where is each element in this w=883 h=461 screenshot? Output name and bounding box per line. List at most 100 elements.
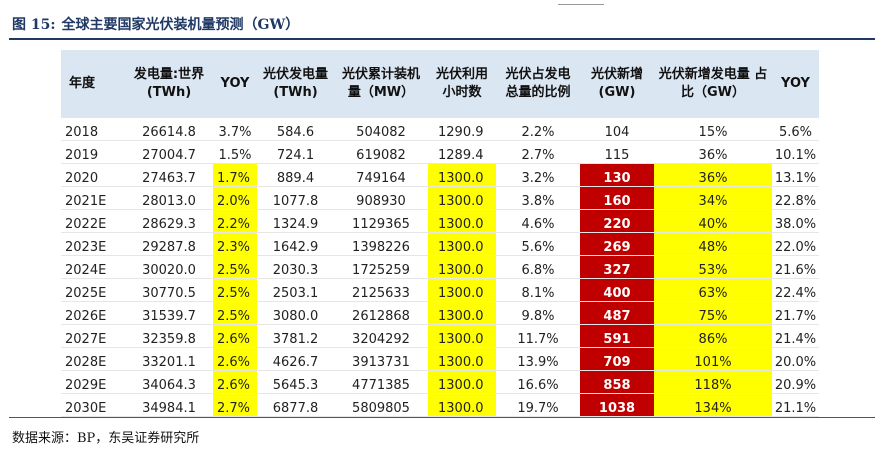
table-cell: 2.0% xyxy=(213,186,257,210)
table-cell: 22.4% xyxy=(772,278,819,302)
column-header: 光伏利用 小时数 xyxy=(428,50,496,118)
table-cell: 21.7% xyxy=(772,301,819,325)
table-cell: 5.6% xyxy=(772,118,819,141)
table-cell: 4.6% xyxy=(496,209,580,233)
table-cell: 3204292 xyxy=(334,324,428,348)
table-cell: 22.8% xyxy=(772,186,819,210)
table-cell: 2027E xyxy=(61,324,125,348)
forecast-table-container: 年度 发电量:世界 (TWh) YOY 光伏发电量 (TWh) 光伏累计装机 量（MW）… xyxy=(61,50,819,417)
table-cell: 27463.7 xyxy=(125,163,213,187)
table-cell: 1300.0 xyxy=(428,186,496,210)
column-header: 光伏新增 (GW) xyxy=(580,50,654,118)
table-cell: 2.5% xyxy=(213,278,257,302)
table-row: 2028E 33201.1 2.6% 4626.7 3913731 1300.0 13.9%… xyxy=(61,347,819,371)
table-cell: 724.1 xyxy=(257,140,334,164)
table-cell: 1300.0 xyxy=(428,393,496,417)
table-cell: 8.1% xyxy=(496,278,580,302)
table-cell: 269 xyxy=(580,232,654,256)
table-cell: 6877.8 xyxy=(257,393,334,417)
table-cell: 118% xyxy=(654,370,772,394)
title-rule xyxy=(9,38,875,40)
table-cell: 2029E xyxy=(61,370,125,394)
table-cell: 13.9% xyxy=(496,347,580,371)
table-cell: 28629.3 xyxy=(125,209,213,233)
table-cell: 21.4% xyxy=(772,324,819,348)
table-cell: 15% xyxy=(654,118,772,141)
table-cell: 19.7% xyxy=(496,393,580,417)
bottom-rule xyxy=(9,417,875,418)
table-cell: 27004.7 xyxy=(125,140,213,164)
table-cell: 2030.3 xyxy=(257,255,334,279)
table-cell: 22.0% xyxy=(772,232,819,256)
table-cell: 2.7% xyxy=(213,393,257,417)
table-cell: 130 xyxy=(580,163,654,187)
table-cell: 5.6% xyxy=(496,232,580,256)
table-cell: 2018 xyxy=(61,118,125,141)
table-row: 2029E 34064.3 2.6% 5645.3 4771385 1300.0 16.6%… xyxy=(61,370,819,394)
table-cell: 749164 xyxy=(334,163,428,187)
table-cell: 3.7% xyxy=(213,118,257,141)
table-cell: 3.8% xyxy=(496,186,580,210)
table-row: 2023E 29287.8 2.3% 1642.9 1398226 1300.0 5.6% 2… xyxy=(61,232,819,256)
table-cell: 2.6% xyxy=(213,370,257,394)
table-row: 2022E 28629.3 2.2% 1324.9 1129365 1300.0 4.6% 2… xyxy=(61,209,819,233)
table-cell: 1300.0 xyxy=(428,278,496,302)
table-cell: 2025E xyxy=(61,278,125,302)
table-cell: 1.5% xyxy=(213,140,257,164)
table-cell: 1300.0 xyxy=(428,324,496,348)
table-body: 2018 26614.8 3.7% 584.6 504082 1290.9 2.2% 104 1… xyxy=(61,118,819,417)
table-cell: 36% xyxy=(654,140,772,164)
table-cell: 619082 xyxy=(334,140,428,164)
table-cell: 2022E xyxy=(61,209,125,233)
table-cell: 38.0% xyxy=(772,209,819,233)
table-row: 2030E 34984.1 2.7% 6877.8 5809805 1300.0 19.7%… xyxy=(61,393,819,417)
column-header: 光伏发电量 (TWh) xyxy=(257,50,334,118)
table-cell: 31539.7 xyxy=(125,301,213,325)
table-cell: 63% xyxy=(654,278,772,302)
table-cell: 2.5% xyxy=(213,301,257,325)
table-cell: 115 xyxy=(580,140,654,164)
table-row: 2020 27463.7 1.7% 889.4 749164 1300.0 3.2% 130 3… xyxy=(61,163,819,187)
table-cell: 20.9% xyxy=(772,370,819,394)
table-cell: 6.8% xyxy=(496,255,580,279)
page-fragment xyxy=(558,0,604,5)
table-cell: 1642.9 xyxy=(257,232,334,256)
table-row: 2021E 28013.0 2.0% 1077.8 908930 1300.0 3.8% 16… xyxy=(61,186,819,210)
table-cell: 908930 xyxy=(334,186,428,210)
table-cell: 33201.1 xyxy=(125,347,213,371)
table-cell: 1290.9 xyxy=(428,118,496,141)
table-cell: 101% xyxy=(654,347,772,371)
table-row: 2019 27004.7 1.5% 724.1 619082 1289.4 2.7% 115 3… xyxy=(61,140,819,164)
table-cell: 5809805 xyxy=(334,393,428,417)
table-cell: 2020 xyxy=(61,163,125,187)
table-cell: 1077.8 xyxy=(257,186,334,210)
figure-number: 图 15: xyxy=(12,17,56,33)
table-cell: 2023E xyxy=(61,232,125,256)
table-row: 2026E 31539.7 2.5% 3080.0 2612868 1300.0 9.8% 4… xyxy=(61,301,819,325)
table-cell: 9.8% xyxy=(496,301,580,325)
table-cell: 134% xyxy=(654,393,772,417)
figure-title-text: 全球主要国家光伏装机量预测（GW） xyxy=(61,17,300,33)
table-cell: 400 xyxy=(580,278,654,302)
table-cell: 160 xyxy=(580,186,654,210)
table-cell: 30770.5 xyxy=(125,278,213,302)
table-cell: 29287.8 xyxy=(125,232,213,256)
table-cell: 889.4 xyxy=(257,163,334,187)
table-cell: 3080.0 xyxy=(257,301,334,325)
table-cell: 709 xyxy=(580,347,654,371)
table-cell: 3.2% xyxy=(496,163,580,187)
table-cell: 36% xyxy=(654,163,772,187)
table-cell: 34% xyxy=(654,186,772,210)
table-cell: 104 xyxy=(580,118,654,141)
table-cell: 1300.0 xyxy=(428,347,496,371)
column-header: 光伏累计装机 量（MW） xyxy=(334,50,428,118)
column-header: 光伏占发电 总量的比例 xyxy=(496,50,580,118)
table-cell: 2019 xyxy=(61,140,125,164)
table-cell: 2.3% xyxy=(213,232,257,256)
table-cell: 28013.0 xyxy=(125,186,213,210)
table-cell: 327 xyxy=(580,255,654,279)
table-cell: 1300.0 xyxy=(428,370,496,394)
table-cell: 1038 xyxy=(580,393,654,417)
table-cell: 2030E xyxy=(61,393,125,417)
table-cell: 40% xyxy=(654,209,772,233)
